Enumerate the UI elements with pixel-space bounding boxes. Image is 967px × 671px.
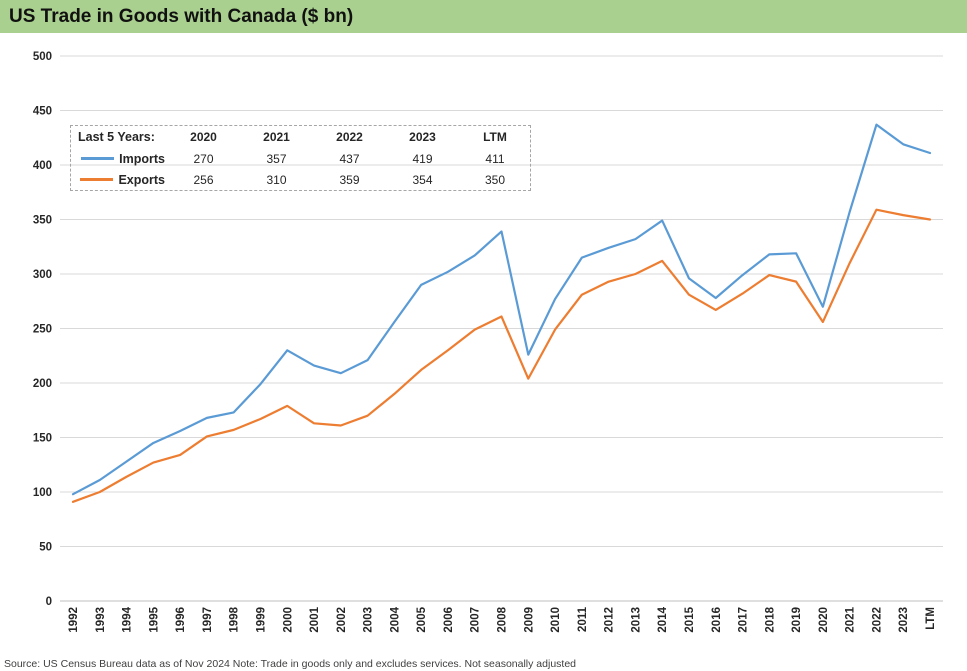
source-note: Source: US Census Bureau data as of Nov … bbox=[4, 658, 576, 670]
exports-line-swatch bbox=[80, 178, 114, 181]
x-axis-label: 1998 bbox=[229, 606, 241, 632]
x-axis-label: 2016 bbox=[711, 607, 723, 633]
y-axis-tick-label: 300 bbox=[33, 269, 52, 281]
legend-col-2021: 2021 bbox=[263, 130, 290, 144]
imports-value-2022: 437 bbox=[339, 151, 360, 166]
imports-line-swatch bbox=[81, 157, 115, 160]
x-axis-label: 2019 bbox=[791, 607, 803, 633]
y-axis-tick-label: 450 bbox=[33, 106, 52, 118]
exports-value-ltm: 350 bbox=[484, 172, 506, 187]
imports-value-ltm: 411 bbox=[485, 151, 505, 166]
x-axis-label: 2002 bbox=[336, 607, 348, 633]
x-axis-label: 2007 bbox=[470, 607, 482, 633]
exports-series-label: Exports bbox=[118, 172, 165, 187]
exports-value-2020: 256 bbox=[193, 172, 214, 187]
imports-series-label: Imports bbox=[119, 151, 165, 166]
exports-line bbox=[71, 208, 932, 503]
y-axis-tick-label: 500 bbox=[33, 51, 52, 63]
title-banner: US Trade in Goods with Canada ($ bn) bbox=[0, 0, 967, 33]
x-axis-label: 1992 bbox=[68, 607, 80, 633]
x-axis-label: 2021 bbox=[845, 606, 857, 632]
legend-imports-row-label: Imports bbox=[71, 152, 167, 166]
x-axis-label: 2012 bbox=[604, 607, 616, 633]
y-axis-tick-label: 100 bbox=[33, 487, 52, 499]
imports-value-2020: 270 bbox=[193, 151, 214, 166]
y-axis-tick-label: 0 bbox=[46, 596, 52, 608]
legend-col-ltm: LTM bbox=[483, 130, 507, 144]
y-axis-tick-label: 350 bbox=[33, 215, 52, 227]
x-axis-label: 2009 bbox=[523, 607, 535, 633]
x-axis-label: 1999 bbox=[255, 607, 267, 633]
legend-table: Last 5 Years: 2020 2021 2022 2023 LTM Im… bbox=[70, 125, 531, 191]
x-axis-label: 1997 bbox=[202, 607, 214, 633]
y-axis-tick-label: 200 bbox=[33, 378, 52, 390]
x-axis-label: 1995 bbox=[148, 606, 160, 632]
legend-col-2020: 2020 bbox=[190, 130, 217, 144]
x-axis-label: 2018 bbox=[764, 606, 776, 632]
y-axis-tick-label: 400 bbox=[33, 160, 52, 172]
imports-value-2021: 357 bbox=[266, 151, 287, 166]
x-axis-label: 2020 bbox=[818, 607, 830, 633]
x-axis-label: 2003 bbox=[363, 607, 375, 633]
x-axis-label: 1994 bbox=[122, 606, 134, 632]
legend-col-2022: 2022 bbox=[336, 130, 363, 144]
legend-col-2023: 2023 bbox=[409, 130, 436, 144]
chart-title: US Trade in Goods with Canada ($ bn) bbox=[9, 5, 354, 27]
y-axis-tick-label: 150 bbox=[33, 433, 52, 445]
x-axis-label: 1993 bbox=[95, 607, 107, 633]
x-axis-label: 2013 bbox=[630, 607, 642, 633]
y-axis-tick-label: 250 bbox=[33, 324, 52, 336]
x-axis-label: 2022 bbox=[871, 607, 883, 633]
imports-value-2023: 419 bbox=[412, 151, 433, 166]
imports-line bbox=[71, 123, 932, 496]
exports-value-2021: 310 bbox=[266, 172, 287, 187]
x-axis-label: 2010 bbox=[550, 607, 562, 633]
x-axis-label: 2023 bbox=[898, 607, 910, 633]
x-axis-label: 2008 bbox=[497, 606, 509, 632]
exports-value-2022: 359 bbox=[339, 172, 360, 187]
x-axis-label: 2017 bbox=[738, 607, 750, 633]
legend-header-label: Last 5 Years: bbox=[78, 130, 155, 144]
y-axis-tick-label: 50 bbox=[39, 542, 52, 554]
exports-value-2023: 354 bbox=[412, 172, 433, 187]
x-axis-label: 2004 bbox=[389, 606, 401, 632]
x-axis-label: 2006 bbox=[443, 607, 455, 633]
legend-header-label-cell: Last 5 Years: bbox=[71, 130, 167, 144]
x-axis-label: LTM bbox=[925, 607, 937, 630]
x-axis-label: 2001 bbox=[309, 606, 321, 632]
x-axis-label: 2000 bbox=[282, 607, 294, 633]
x-axis-label: 2011 bbox=[577, 606, 589, 632]
x-axis-label: 1996 bbox=[175, 607, 187, 633]
x-axis-label: 2015 bbox=[684, 606, 696, 632]
x-axis-label: 2014 bbox=[657, 606, 669, 632]
legend-exports-row-label: Exports bbox=[71, 173, 167, 187]
x-axis-label: 2005 bbox=[416, 606, 428, 632]
